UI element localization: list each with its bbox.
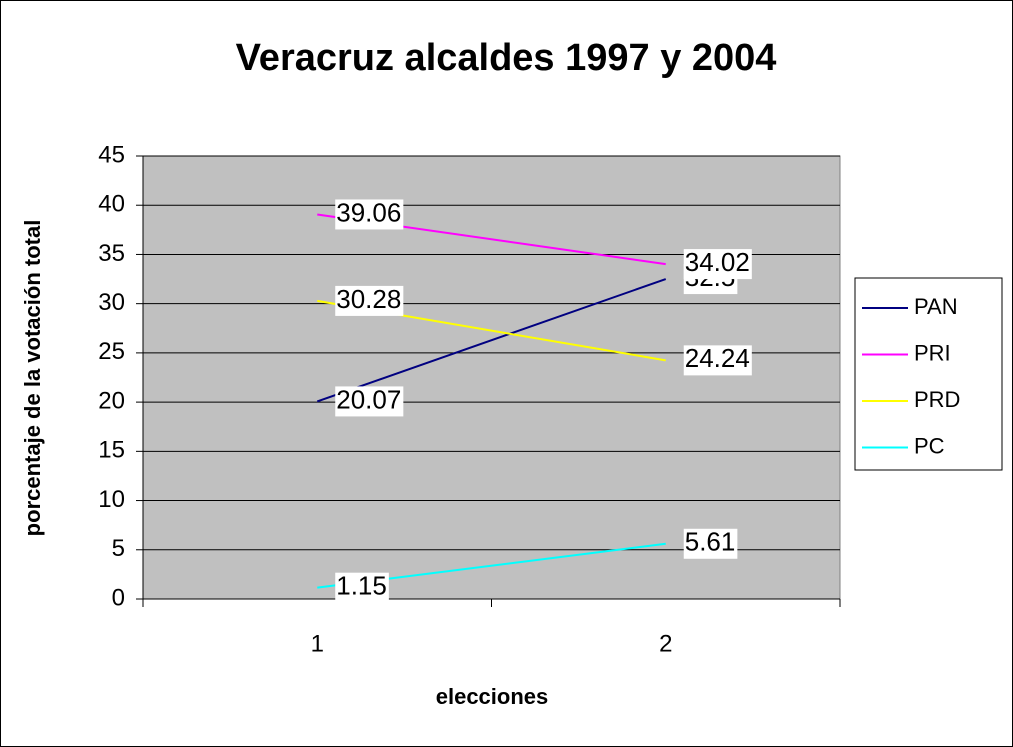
data-label: 24.24 [685,343,750,373]
y-axis-label: porcentaje de la votación total [20,220,45,537]
data-label: 1.15 [336,571,387,601]
data-label: 30.28 [336,284,401,314]
y-tick-label: 30 [98,289,125,316]
y-tick-label: 0 [112,584,125,611]
plot-area [142,155,841,600]
legend-box [854,277,1003,471]
y-tick-label: 5 [112,535,125,562]
y-tick-label: 35 [98,240,125,267]
data-label-box [335,199,404,230]
data-label-box [335,386,404,417]
y-tick-label: 20 [98,387,125,414]
data-label: 5.61 [685,527,736,557]
data-label: 20.07 [336,384,401,414]
data-label-box [335,285,404,316]
data-label-box [335,572,389,603]
legend-label: PRD [914,387,960,412]
x-tick-label: 2 [659,630,672,657]
data-label-box [683,249,752,280]
x-axis-label: elecciones [436,684,549,709]
y-tick-label: 15 [98,437,125,464]
series-line [316,278,667,403]
y-tick-label: 40 [98,191,125,218]
x-tick-label: 1 [311,630,324,657]
y-tick-label: 25 [98,338,125,365]
legend-label: PC [914,433,945,458]
data-label: 34.02 [685,247,750,277]
data-label-box [683,345,752,376]
y-tick-label: 45 [98,141,125,168]
legend-label: PRI [914,340,951,365]
y-tick-label: 10 [98,486,125,513]
data-label: 39.06 [336,197,401,227]
legend-label: PAN [914,294,958,319]
data-label-box [683,528,738,559]
chart-title: Veracruz alcaldes 1997 y 2004 [236,37,777,79]
